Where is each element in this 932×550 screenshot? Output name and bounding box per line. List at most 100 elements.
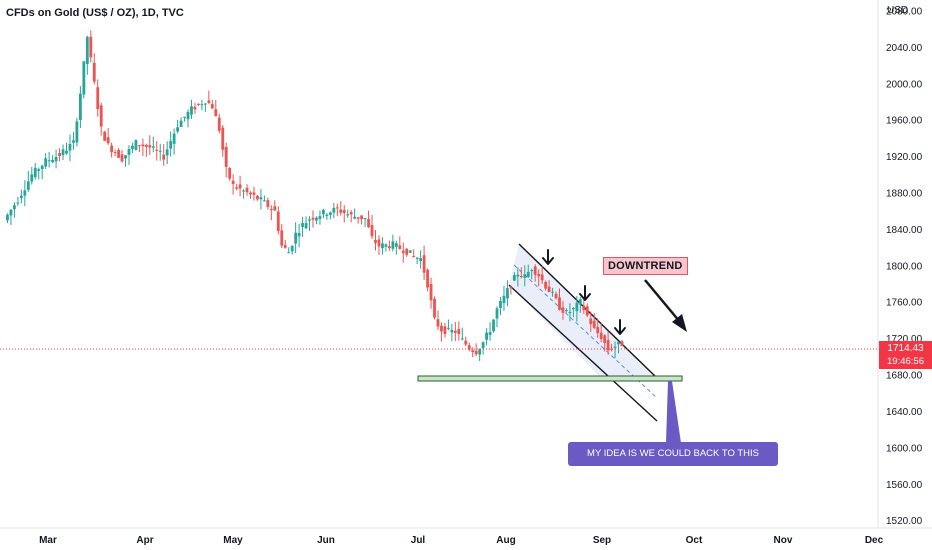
price-tick-label: 1680.00 [886,371,923,382]
time-axis[interactable]: Mar Apr May Jun Jul Aug Sep Oct Nov Dec [39,535,884,546]
candle-body [162,154,166,160]
price-tick-label: 1760.00 [886,298,923,309]
candle-body [134,140,138,150]
candle-body [426,269,429,288]
candle-body [290,245,294,252]
candle-body [433,298,436,318]
candle-body [443,326,447,335]
month-tick-label: Jul [411,535,426,546]
currency-label: USD [887,5,909,16]
candle-body [224,146,228,167]
candle-body [318,216,322,219]
price-axis[interactable]: 2080.00 2040.00 2000.00 1960.00 1920.00 1880.… [886,6,923,527]
candle-body [370,225,374,237]
candle-body [186,111,190,120]
candle-body [467,345,471,350]
candle-body [207,100,211,103]
candle-body [447,327,450,329]
candle-body [280,230,284,246]
month-tick-label: Aug [496,535,515,546]
candle-body [287,252,291,254]
candle-body [193,106,197,110]
candle-body [471,350,475,352]
candle-body [325,214,329,217]
candle-body [328,212,332,215]
candle-body [537,274,541,277]
support-zone[interactable] [417,375,683,382]
candle-body [568,311,572,314]
candle-body [85,36,89,65]
candle-body [374,239,377,243]
month-tick-label: Nov [774,535,793,546]
candle-body [492,319,495,332]
candle-body [210,104,214,109]
candle-body [37,169,41,172]
candle-body [481,342,485,349]
candle-body [214,109,218,117]
candle-body [558,297,561,310]
candle-body [499,300,502,308]
candle-body [78,93,82,120]
candle-body [54,156,58,162]
candle-body [183,116,186,118]
candle-body [547,286,551,293]
candle-body [16,202,20,204]
price-tick-label: 1880.00 [886,188,923,199]
candle-body [311,217,315,220]
candlestick-series [6,30,624,361]
candle-body [585,306,589,316]
candle-body [131,145,134,150]
candle-body [589,318,593,325]
candle-body [436,319,440,327]
candle-body [266,200,270,207]
candle-body [530,270,534,272]
candle-body [474,350,478,355]
candle-body [440,325,443,332]
candle-body [384,244,388,247]
candle-body [339,209,343,213]
candle-body [273,206,277,211]
downtrend-label[interactable]: DOWNTREND [603,257,688,275]
candle-body [113,152,117,154]
price-tick-label: 1960.00 [886,116,923,127]
current-price-value: 1714.43 [887,343,924,354]
candle-body [47,160,51,162]
candle-body [82,61,86,95]
candle-body [238,184,242,189]
candle-body [519,276,523,278]
candle-body [342,210,346,214]
candle-body [315,217,318,221]
candle-body [349,212,353,215]
candle-body [9,209,13,216]
candle-body [96,87,100,110]
candle-body [141,144,145,147]
month-tick-label: Sep [593,535,611,546]
candle-body [582,305,586,311]
candle-body [179,120,183,127]
candle-body [301,223,304,227]
candle-body [61,149,65,156]
candle-body [523,274,527,278]
candle-body [596,326,600,334]
candle-body [228,168,232,179]
candle-body [221,127,225,150]
candle-body [269,209,273,211]
price-tick-label: 1520.00 [886,516,923,527]
candle-body [117,149,120,158]
candle-body [155,149,159,151]
idea-callout[interactable]: MY IDEA IS WE COULD BACK TO THIS SUPPORT [568,442,778,483]
candle-body [203,103,207,105]
candle-body [172,133,176,144]
candle-body [457,328,461,335]
candle-body [391,241,395,249]
candle-body [377,239,381,247]
price-tick-label: 1920.00 [886,152,923,163]
price-tick-label: 1800.00 [886,261,923,272]
candle-body [304,223,308,229]
candle-body [353,216,357,219]
channel-lower-line[interactable] [508,284,658,422]
callout-pointer [666,381,681,443]
candle-body [103,131,107,141]
candle-body [127,148,131,155]
